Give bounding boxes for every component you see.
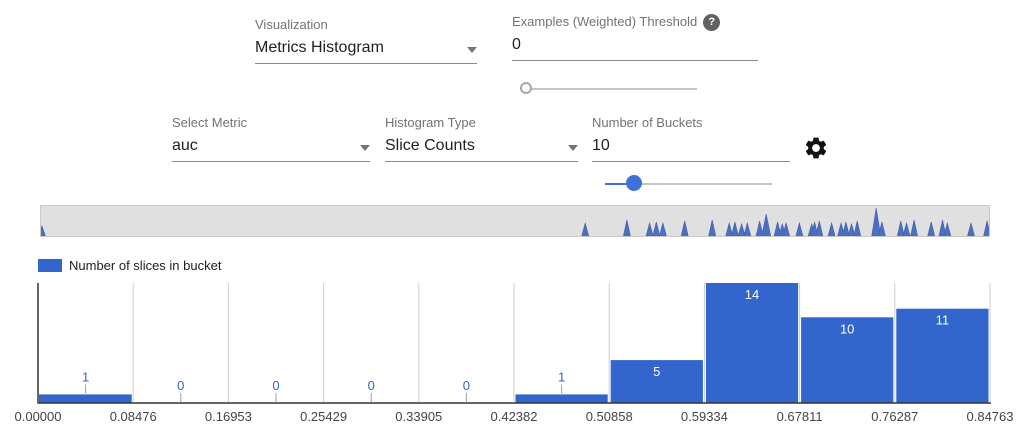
bar-count-annotation: 10 <box>840 321 854 336</box>
density-spike <box>842 221 850 236</box>
density-spike <box>680 220 689 236</box>
visualization-label: Visualization <box>255 17 328 32</box>
select-metric-value: auc <box>172 137 198 154</box>
histogram-bar[interactable] <box>39 394 132 403</box>
threshold-slider-thumb[interactable] <box>520 82 532 94</box>
x-axis-tick-label: 0.50858 <box>586 409 633 424</box>
legend-swatch <box>38 259 62 272</box>
density-spike <box>910 219 918 236</box>
density-spike <box>623 219 631 236</box>
density-spike <box>827 221 836 236</box>
x-axis-tick-label: 0.00000 <box>15 409 62 424</box>
num-buckets-slider-thumb[interactable] <box>626 175 643 191</box>
density-spike <box>725 221 734 236</box>
bar-count-annotation: 11 <box>936 313 950 328</box>
density-spike <box>782 221 790 236</box>
density-spike <box>967 221 975 236</box>
density-spike <box>645 221 654 236</box>
density-spike <box>581 221 590 236</box>
density-spike <box>878 221 886 236</box>
threshold-label: Examples (Weighted) Threshold <box>512 14 698 29</box>
histogram-type-label: Histogram Type <box>385 115 476 130</box>
density-spike <box>943 221 952 236</box>
x-axis-tick-label: 0.33905 <box>395 409 442 424</box>
density-spike <box>938 219 947 236</box>
density-spike <box>983 220 989 236</box>
settings-button[interactable] <box>803 135 829 161</box>
select-metric-dropdown[interactable]: Select Metric auc <box>172 115 370 162</box>
num-buckets-field[interactable]: Number of Buckets 10 <box>592 115 790 162</box>
histogram-type-dropdown[interactable]: Histogram Type Slice Counts <box>385 115 578 162</box>
visualization-dropdown[interactable]: Visualization Metrics Histogram <box>255 17 477 64</box>
bar-count-annotation: 1 <box>82 369 89 384</box>
histogram-bar[interactable] <box>515 394 608 403</box>
x-axis-tick-label: 0.76287 <box>871 409 918 424</box>
threshold-slider-track[interactable] <box>520 88 697 90</box>
density-spike <box>902 221 911 236</box>
help-icon[interactable]: ? <box>703 13 721 31</box>
x-axis-tick-label: 0.08476 <box>110 409 157 424</box>
density-spike <box>743 221 752 236</box>
slice-overview-strip[interactable] <box>40 205 990 237</box>
bar-count-annotation: 0 <box>177 378 184 393</box>
bar-count-annotation: 5 <box>653 364 660 379</box>
histogram-type-value: Slice Counts <box>385 137 475 154</box>
chevron-down-icon[interactable] <box>467 47 477 53</box>
bar-count-annotation: 0 <box>368 378 375 393</box>
chevron-down-icon[interactable] <box>568 145 578 151</box>
gear-icon <box>805 137 827 159</box>
density-spike <box>815 220 824 236</box>
overview-spikes-svg <box>41 207 989 236</box>
slice-count-histogram[interactable]: 1 0 0 0 0 1 5 14 10 11 0.00000 0.08476 0.16953 0.2542… <box>0 275 1024 432</box>
x-axis-tick-label: 0.59334 <box>681 409 728 424</box>
density-spike <box>708 219 717 236</box>
bar-count-annotation: 0 <box>463 378 470 393</box>
density-spike <box>927 221 936 236</box>
select-metric-label: Select Metric <box>172 115 248 130</box>
chart-legend: Number of slices in bucket <box>38 258 221 273</box>
density-spike <box>652 221 661 236</box>
num-buckets-slider-active-track <box>605 183 635 185</box>
x-axis-tick-label: 0.25429 <box>300 409 347 424</box>
x-axis-tick-label: 0.67811 <box>777 409 823 424</box>
num-buckets-slider[interactable] <box>605 175 772 192</box>
density-spike <box>871 207 882 236</box>
threshold-input[interactable]: 0 <box>512 36 521 53</box>
threshold-field[interactable]: Examples (Weighted) Threshold ? 0 <box>512 13 758 61</box>
density-spike <box>773 221 782 236</box>
density-spike <box>795 221 804 236</box>
threshold-slider[interactable] <box>520 81 697 97</box>
density-spike <box>659 221 667 236</box>
histogram-bar[interactable] <box>801 317 894 403</box>
x-axis-tick-label: 0.84763 <box>967 409 1014 424</box>
bar-count-annotation: 0 <box>272 378 279 393</box>
x-axis-tick-label: 0.42382 <box>491 409 538 424</box>
histogram-bar[interactable] <box>896 308 989 403</box>
density-spike <box>731 221 739 236</box>
num-buckets-input[interactable]: 10 <box>592 137 610 154</box>
density-spike <box>847 222 856 236</box>
density-spike <box>853 220 862 236</box>
density-spike <box>761 213 772 236</box>
bar-count-annotation: 14 <box>745 287 759 302</box>
visualization-value: Metrics Histogram <box>255 39 384 56</box>
density-spike <box>755 220 764 236</box>
density-spike <box>737 222 746 236</box>
density-spike <box>896 220 905 236</box>
legend-label: Number of slices in bucket <box>69 258 222 273</box>
histogram-bar[interactable] <box>610 360 703 403</box>
num-buckets-label: Number of Buckets <box>592 115 703 130</box>
density-spike <box>837 221 845 236</box>
bar-count-annotation: 1 <box>558 369 565 384</box>
density-spike <box>41 225 46 236</box>
histogram-bar[interactable] <box>705 283 799 403</box>
x-axis-tick-label: 0.16953 <box>205 409 252 424</box>
chevron-down-icon[interactable] <box>360 145 370 151</box>
num-buckets-slider-track[interactable] <box>605 183 772 185</box>
